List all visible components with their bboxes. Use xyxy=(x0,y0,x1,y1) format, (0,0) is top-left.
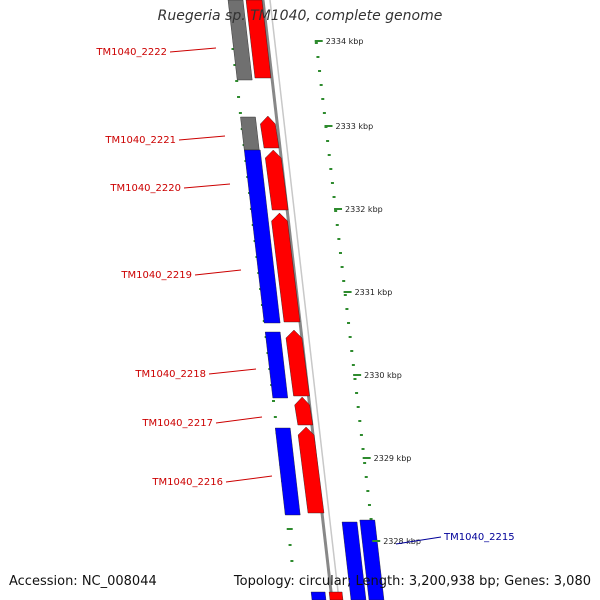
scale-dot xyxy=(350,350,354,352)
scale-tick-label: 2334 kbp xyxy=(326,37,364,46)
scale-dot xyxy=(367,504,371,506)
inner-ring-dot xyxy=(233,64,237,66)
inner-ring-dot xyxy=(286,528,293,530)
gene-label[interactable]: TM1040_2216 xyxy=(151,477,223,488)
accession-text: Accession: NC_008044 xyxy=(9,574,157,589)
scale-tick-mark xyxy=(353,374,362,376)
gene-label[interactable]: TM1040_2218 xyxy=(134,369,206,380)
scale-dot xyxy=(330,182,334,184)
scale-tick-label: 2329 kbp xyxy=(374,454,412,463)
scale-dot xyxy=(316,56,320,58)
scale-dot xyxy=(327,154,331,156)
scale-dot xyxy=(359,434,363,436)
scale-dot xyxy=(319,84,323,86)
feature-gray-2222[interactable] xyxy=(227,0,253,81)
gene-label[interactable]: TM1040_2221 xyxy=(104,135,176,146)
scale-dot xyxy=(342,280,346,282)
genome-backbone-edge xyxy=(269,0,340,600)
gene-label-leader xyxy=(169,47,217,53)
gene-label[interactable]: TM1040_2220 xyxy=(109,183,181,194)
scale-dot xyxy=(335,224,339,226)
gene-label-leader xyxy=(178,135,226,141)
gene-2215-reverse-b[interactable] xyxy=(359,519,385,600)
gene-label-leader xyxy=(225,475,273,483)
scale-dot xyxy=(332,196,336,198)
scale-dot xyxy=(329,168,333,170)
scale-dot xyxy=(364,476,368,478)
scale-dot xyxy=(321,98,325,100)
gene-2221-forward[interactable] xyxy=(260,115,280,149)
scale-tick-label: 2331 kbp xyxy=(355,288,393,297)
label-layer: 2334 kbp 2333 kbp 2332 kbp 2331 kbp 2330 kbp… xyxy=(95,37,514,546)
scale-dot xyxy=(363,462,367,464)
gene-2216-reverse[interactable] xyxy=(274,427,301,516)
gene-2220-reverse[interactable] xyxy=(244,149,281,324)
gene-label[interactable]: TM1040_2215 xyxy=(443,532,515,543)
map-title: Ruegeria sp. TM1040, complete genome xyxy=(157,8,443,24)
gene-2216-forward[interactable] xyxy=(297,426,325,514)
inner-ring-dot xyxy=(237,96,241,98)
inner-ring-dot xyxy=(238,112,242,114)
gene-label[interactable]: TM1040_2217 xyxy=(141,418,213,429)
inner-ring-dot xyxy=(288,544,292,546)
inner-ring-dot xyxy=(273,416,277,418)
gene-2215-reverse-a[interactable] xyxy=(341,521,367,600)
gene-label-leader xyxy=(183,183,231,189)
gene-label-leader xyxy=(215,416,263,424)
scale-dot xyxy=(343,294,347,296)
scale-dot xyxy=(338,252,342,254)
gene-bottom-forward[interactable] xyxy=(328,591,344,600)
scale-dot xyxy=(353,378,357,380)
scale-dot xyxy=(355,392,359,394)
inner-ring-dot xyxy=(272,400,275,402)
scale-tick-label: 2333 kbp xyxy=(335,122,373,131)
feature-layer xyxy=(227,0,385,600)
gene-2218-reverse[interactable] xyxy=(264,331,288,399)
scale-tick-mark xyxy=(343,291,352,293)
scale-tick-label: 2330 kbp xyxy=(364,371,402,380)
inner-ring-dot xyxy=(290,560,294,562)
scale-dot xyxy=(322,112,326,114)
gene-2222-forward[interactable] xyxy=(245,0,272,79)
scale-tick-mark xyxy=(372,540,381,542)
gene-label[interactable]: TM1040_2219 xyxy=(120,270,192,281)
scale-dot xyxy=(326,140,330,142)
scale-dot xyxy=(358,420,362,422)
gene-bottom-reverse[interactable] xyxy=(310,591,327,600)
scale-dot xyxy=(334,210,338,212)
scale-dot xyxy=(340,266,344,268)
scale-tick-mark xyxy=(314,40,323,42)
scale-dot xyxy=(348,336,352,338)
scale-tick-label: 2332 kbp xyxy=(345,205,383,214)
scale-tick-label: 2328 kbp xyxy=(383,537,421,546)
scale-dot xyxy=(369,518,373,520)
scale-dot xyxy=(314,42,318,44)
gene-2219-forward[interactable] xyxy=(271,212,301,323)
scale-dot xyxy=(351,364,355,366)
scale-tick-mark xyxy=(334,208,343,210)
scale-dot xyxy=(345,308,349,310)
scale-dot xyxy=(347,322,351,324)
gene-2220-forward[interactable] xyxy=(265,149,289,211)
scale-tick-mark xyxy=(362,457,371,459)
gene-label[interactable]: TM1040_2222 xyxy=(95,47,167,58)
gene-label-leader xyxy=(194,269,242,276)
gene-label-leader xyxy=(208,368,257,375)
inner-ring-dot xyxy=(235,80,239,82)
scale-dot xyxy=(337,238,341,240)
scale-dot xyxy=(366,490,370,492)
gene-label-leader xyxy=(395,536,442,545)
scale-tick-mark xyxy=(324,125,333,127)
scale-dot xyxy=(361,448,365,450)
gene-2218-forward[interactable] xyxy=(285,329,310,397)
scale-dot xyxy=(318,70,322,72)
gene-2217-forward[interactable] xyxy=(294,396,314,426)
genome-stats-text: Topology: circular; Length: 3,200,938 bp… xyxy=(233,574,591,589)
scale-dot xyxy=(356,406,360,408)
